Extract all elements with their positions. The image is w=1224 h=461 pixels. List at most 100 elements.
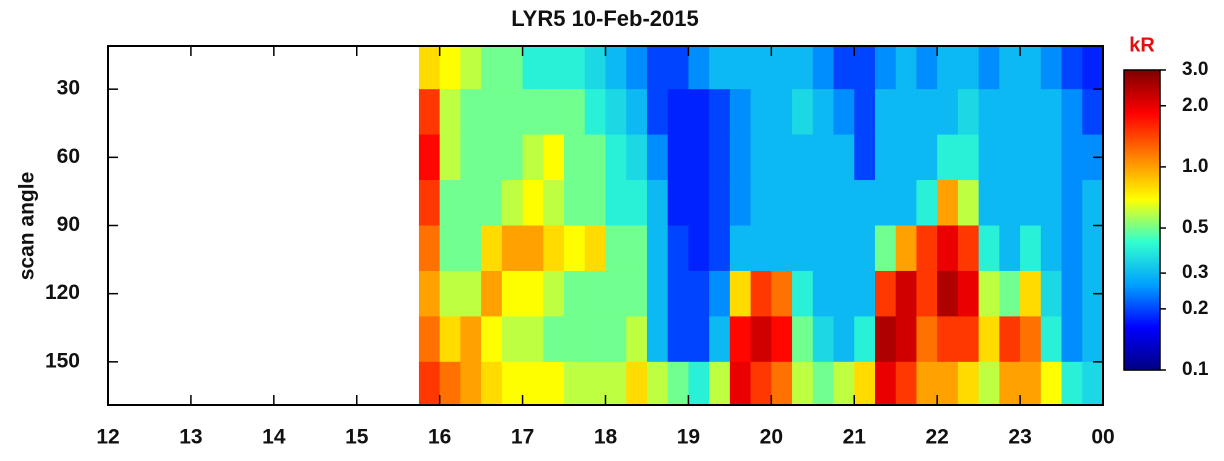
heatmap-cell xyxy=(543,134,565,181)
heatmap-cell xyxy=(957,134,980,181)
heatmap-cell xyxy=(667,270,689,317)
colorbar-label: kR xyxy=(1129,34,1155,56)
heatmap-cell xyxy=(418,46,441,90)
colorbar-tick-label: 0.1 xyxy=(1182,359,1209,380)
colorbar-segment xyxy=(1124,260,1160,264)
colorbar-segment xyxy=(1124,92,1160,96)
heatmap-cell xyxy=(1082,225,1104,272)
heatmap-cell xyxy=(688,225,710,272)
heatmap-cell xyxy=(626,361,648,406)
heatmap-cell xyxy=(916,89,938,136)
heatmap-cell xyxy=(688,89,710,136)
colorbar-segment xyxy=(1124,250,1160,254)
colorbar-segment xyxy=(1124,117,1160,121)
colorbar-segment xyxy=(1124,210,1160,214)
colorbar-segment xyxy=(1124,252,1160,256)
heatmap-cell xyxy=(999,270,1021,317)
colorbar-segment xyxy=(1124,327,1160,331)
colorbar-segment xyxy=(1124,320,1160,324)
colorbar-segment xyxy=(1124,95,1160,99)
heatmap-cell xyxy=(418,134,441,181)
x-tick-label: 22 xyxy=(925,426,948,449)
colorbar-segment xyxy=(1124,185,1160,189)
heatmap-cell xyxy=(1020,316,1042,363)
heatmap-cell xyxy=(1082,134,1104,181)
heatmap-cell xyxy=(771,134,793,181)
heatmap-cell xyxy=(937,180,959,226)
heatmap-cell xyxy=(957,180,980,226)
heatmap-cell xyxy=(937,134,959,181)
heatmap-cell xyxy=(626,89,648,136)
y-tick-label: 120 xyxy=(45,281,80,304)
heatmap-cell xyxy=(709,270,731,317)
heatmap-cell xyxy=(1020,270,1042,317)
heatmap-cell xyxy=(812,89,835,136)
heatmap-cell xyxy=(564,316,586,363)
y-axis-label: scan angle xyxy=(16,172,39,281)
colorbar-segment xyxy=(1124,160,1160,164)
colorbar-segment xyxy=(1124,310,1160,314)
heatmap-cell xyxy=(564,180,586,226)
heatmap-cell xyxy=(481,180,503,226)
heatmap-cell xyxy=(1020,361,1042,406)
colorbar-segment xyxy=(1124,222,1160,226)
heatmap-cell xyxy=(646,316,669,363)
colorbar-segment xyxy=(1124,307,1160,311)
heatmap-cell xyxy=(1020,134,1042,181)
heatmap-cell xyxy=(460,316,482,363)
colorbar-segment xyxy=(1124,102,1160,106)
heatmap-cell xyxy=(439,180,461,226)
x-tick-label: 17 xyxy=(511,426,534,449)
colorbar-segment xyxy=(1124,157,1160,161)
colorbar-segment xyxy=(1124,355,1160,359)
heatmap-cell xyxy=(439,270,461,317)
heatmap-cell xyxy=(439,316,461,363)
heatmap-cell xyxy=(1082,270,1104,317)
colorbar-segment xyxy=(1124,240,1160,244)
heatmap-cell xyxy=(584,316,606,363)
heatmap-cell xyxy=(605,270,627,317)
heatmap-cell xyxy=(854,270,876,317)
heatmap-cell xyxy=(874,316,897,363)
colorbar-segment xyxy=(1124,132,1160,136)
colorbar-segment xyxy=(1124,197,1160,201)
heatmap-cell xyxy=(667,316,689,363)
heatmap-cell xyxy=(439,134,461,181)
heatmap-cell xyxy=(916,316,938,363)
heatmap-cell xyxy=(626,180,648,226)
colorbar-segment xyxy=(1124,285,1160,289)
x-tick-label: 13 xyxy=(179,426,202,449)
heatmap-cell xyxy=(1020,180,1042,226)
heatmap-cell xyxy=(833,316,855,363)
heatmap-cell xyxy=(895,46,917,90)
heatmap-cell xyxy=(1061,134,1083,181)
colorbar-segment xyxy=(1124,237,1160,241)
heatmap-cell xyxy=(833,89,855,136)
colorbar-segment xyxy=(1124,120,1160,124)
heatmap-cell xyxy=(750,316,772,363)
heatmap-cell xyxy=(854,180,876,226)
chart-title: LYR5 10-Feb-2015 xyxy=(511,6,699,31)
colorbar-segment xyxy=(1124,125,1160,129)
heatmap-cell xyxy=(709,89,731,136)
colorbar-segment xyxy=(1124,312,1160,316)
heatmap-cell xyxy=(874,180,897,226)
colorbar-segment xyxy=(1124,217,1160,221)
colorbar-segment xyxy=(1124,290,1160,294)
heatmap-cell xyxy=(564,46,586,90)
colorbar-segment xyxy=(1124,262,1160,266)
heatmap-cell xyxy=(895,225,917,272)
heatmap-cell xyxy=(564,225,586,272)
heatmap-cell xyxy=(605,180,627,226)
heatmap-cell xyxy=(729,180,752,226)
heatmap-cell xyxy=(792,89,814,136)
colorbar-segment xyxy=(1124,137,1160,141)
heatmap-cell xyxy=(439,46,461,90)
heatmap-cell xyxy=(937,361,959,406)
heatmap-cell xyxy=(439,89,461,136)
heatmap-cell xyxy=(874,270,897,317)
colorbar-segment xyxy=(1124,317,1160,321)
colorbar-segment xyxy=(1124,155,1160,159)
heatmap-cell xyxy=(750,270,772,317)
colorbar-segment xyxy=(1124,182,1160,186)
